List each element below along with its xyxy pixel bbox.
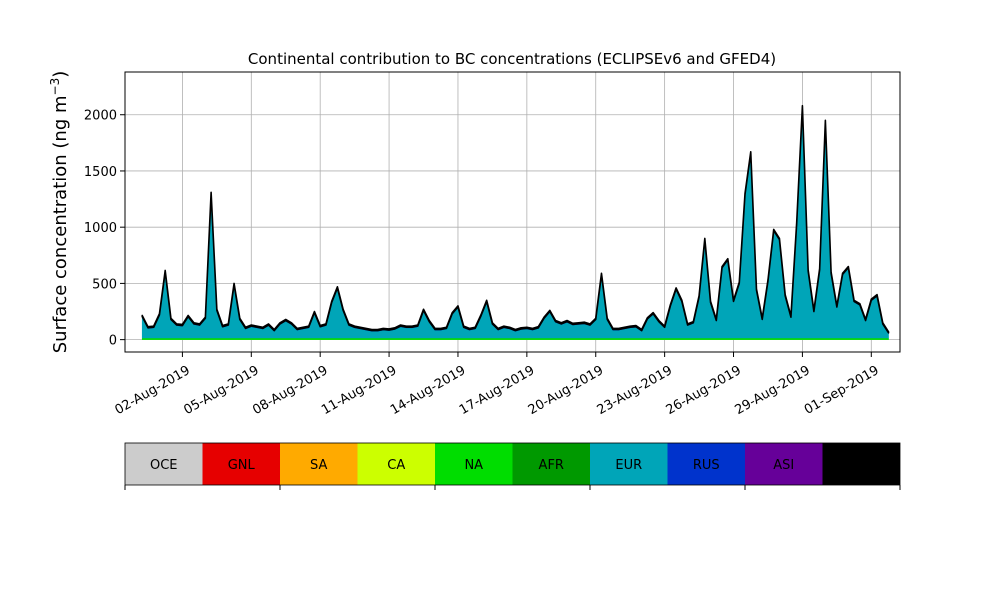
x-tick-label: 01-Sep-2019 [802,363,882,418]
legend-label-afr: AFR [539,458,564,473]
y-tick-label: 500 [92,277,117,292]
y-axis-label-close: ) [50,71,71,78]
area-layer [141,104,890,340]
legend-swatch-aus [822,443,900,485]
x-tick-label: 02-Aug-2019 [112,363,192,418]
legend-swatch-oce [125,443,203,485]
chart-title: Continental contribution to BC concentra… [248,50,776,68]
x-tick-label: 20-Aug-2019 [526,363,606,418]
legend-label-sa: SA [310,458,327,473]
legend-frame [124,442,901,486]
x-tick-label: 29-Aug-2019 [732,363,812,418]
legend-swatch-na [435,443,513,485]
area-series-eur [141,107,889,339]
legend-swatch-afr [512,443,590,485]
legend-swatch-eur [590,443,668,485]
legend-label-rus: RUS [693,458,720,473]
x-tick-label: 17-Aug-2019 [457,363,537,418]
y-axis-label-main: Surface concentration (ng m [50,95,71,353]
y-axis-label: Surface concentration (ng m−3) [48,71,71,354]
legend-label-gnl: GNL [228,458,256,473]
legend-label-ca: CA [387,458,405,473]
y-tick-label: 0 [109,334,117,349]
legend-swatch-rus [667,443,745,485]
legend-label-oce: OCE [150,458,178,473]
y-tick-label: 1000 [84,221,117,236]
legend-swatch-ca [357,443,435,485]
legend-label-aus: AUS [848,458,875,473]
x-tick-label: 23-Aug-2019 [595,363,675,418]
legend-swatch-sa [280,443,358,485]
x-tick-label: 26-Aug-2019 [664,363,744,418]
area-series-aus [141,104,890,334]
x-tick-label: 05-Aug-2019 [181,363,261,418]
x-tick-label: 14-Aug-2019 [388,363,468,418]
legend: OCE GNL SA CA NA AFR EUR RUS ASI AUS [124,442,901,490]
legend-label-asi: ASI [773,458,794,473]
y-axis-label-superscript: −3 [48,78,62,96]
legend-label-eur: EUR [615,458,642,473]
y-tick-label: 2000 [84,109,117,124]
y-tick-label: 1500 [84,165,117,180]
legend-swatch-gnl [202,443,280,485]
x-tick-label: 08-Aug-2019 [250,363,330,418]
plot-frame [124,71,901,353]
legend-label-na: NA [464,458,483,473]
legend-swatch-asi [745,443,823,485]
x-tick-label: 11-Aug-2019 [319,363,399,418]
